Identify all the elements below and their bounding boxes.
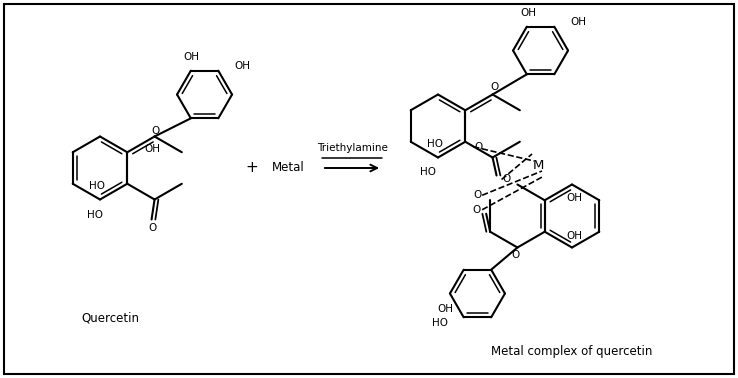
Text: O: O [473,190,481,200]
Text: HO: HO [87,211,103,220]
Text: O: O [472,205,480,215]
Text: OH: OH [521,8,537,18]
Text: HO: HO [89,181,106,191]
Text: O: O [474,142,483,152]
Text: OH: OH [567,231,583,241]
Text: O: O [511,251,520,260]
Text: HO: HO [432,318,448,328]
Text: O: O [151,127,159,136]
Text: OH: OH [184,52,200,62]
Text: Quercetin: Quercetin [81,311,139,324]
Text: O: O [503,175,511,184]
Text: HO: HO [420,167,436,178]
Text: Triethylamine: Triethylamine [317,143,387,153]
Text: HO: HO [427,139,444,149]
Text: O: O [148,223,156,234]
Text: Metal complex of quercetin: Metal complex of quercetin [492,345,652,358]
Text: OH: OH [234,61,250,71]
Text: OH: OH [570,17,586,27]
Text: M: M [532,160,544,172]
Text: OH: OH [437,304,453,313]
Text: +: + [246,161,258,175]
Text: OH: OH [145,144,160,154]
Text: Metal: Metal [272,161,304,175]
Text: O: O [491,82,499,93]
Text: OH: OH [567,193,583,203]
